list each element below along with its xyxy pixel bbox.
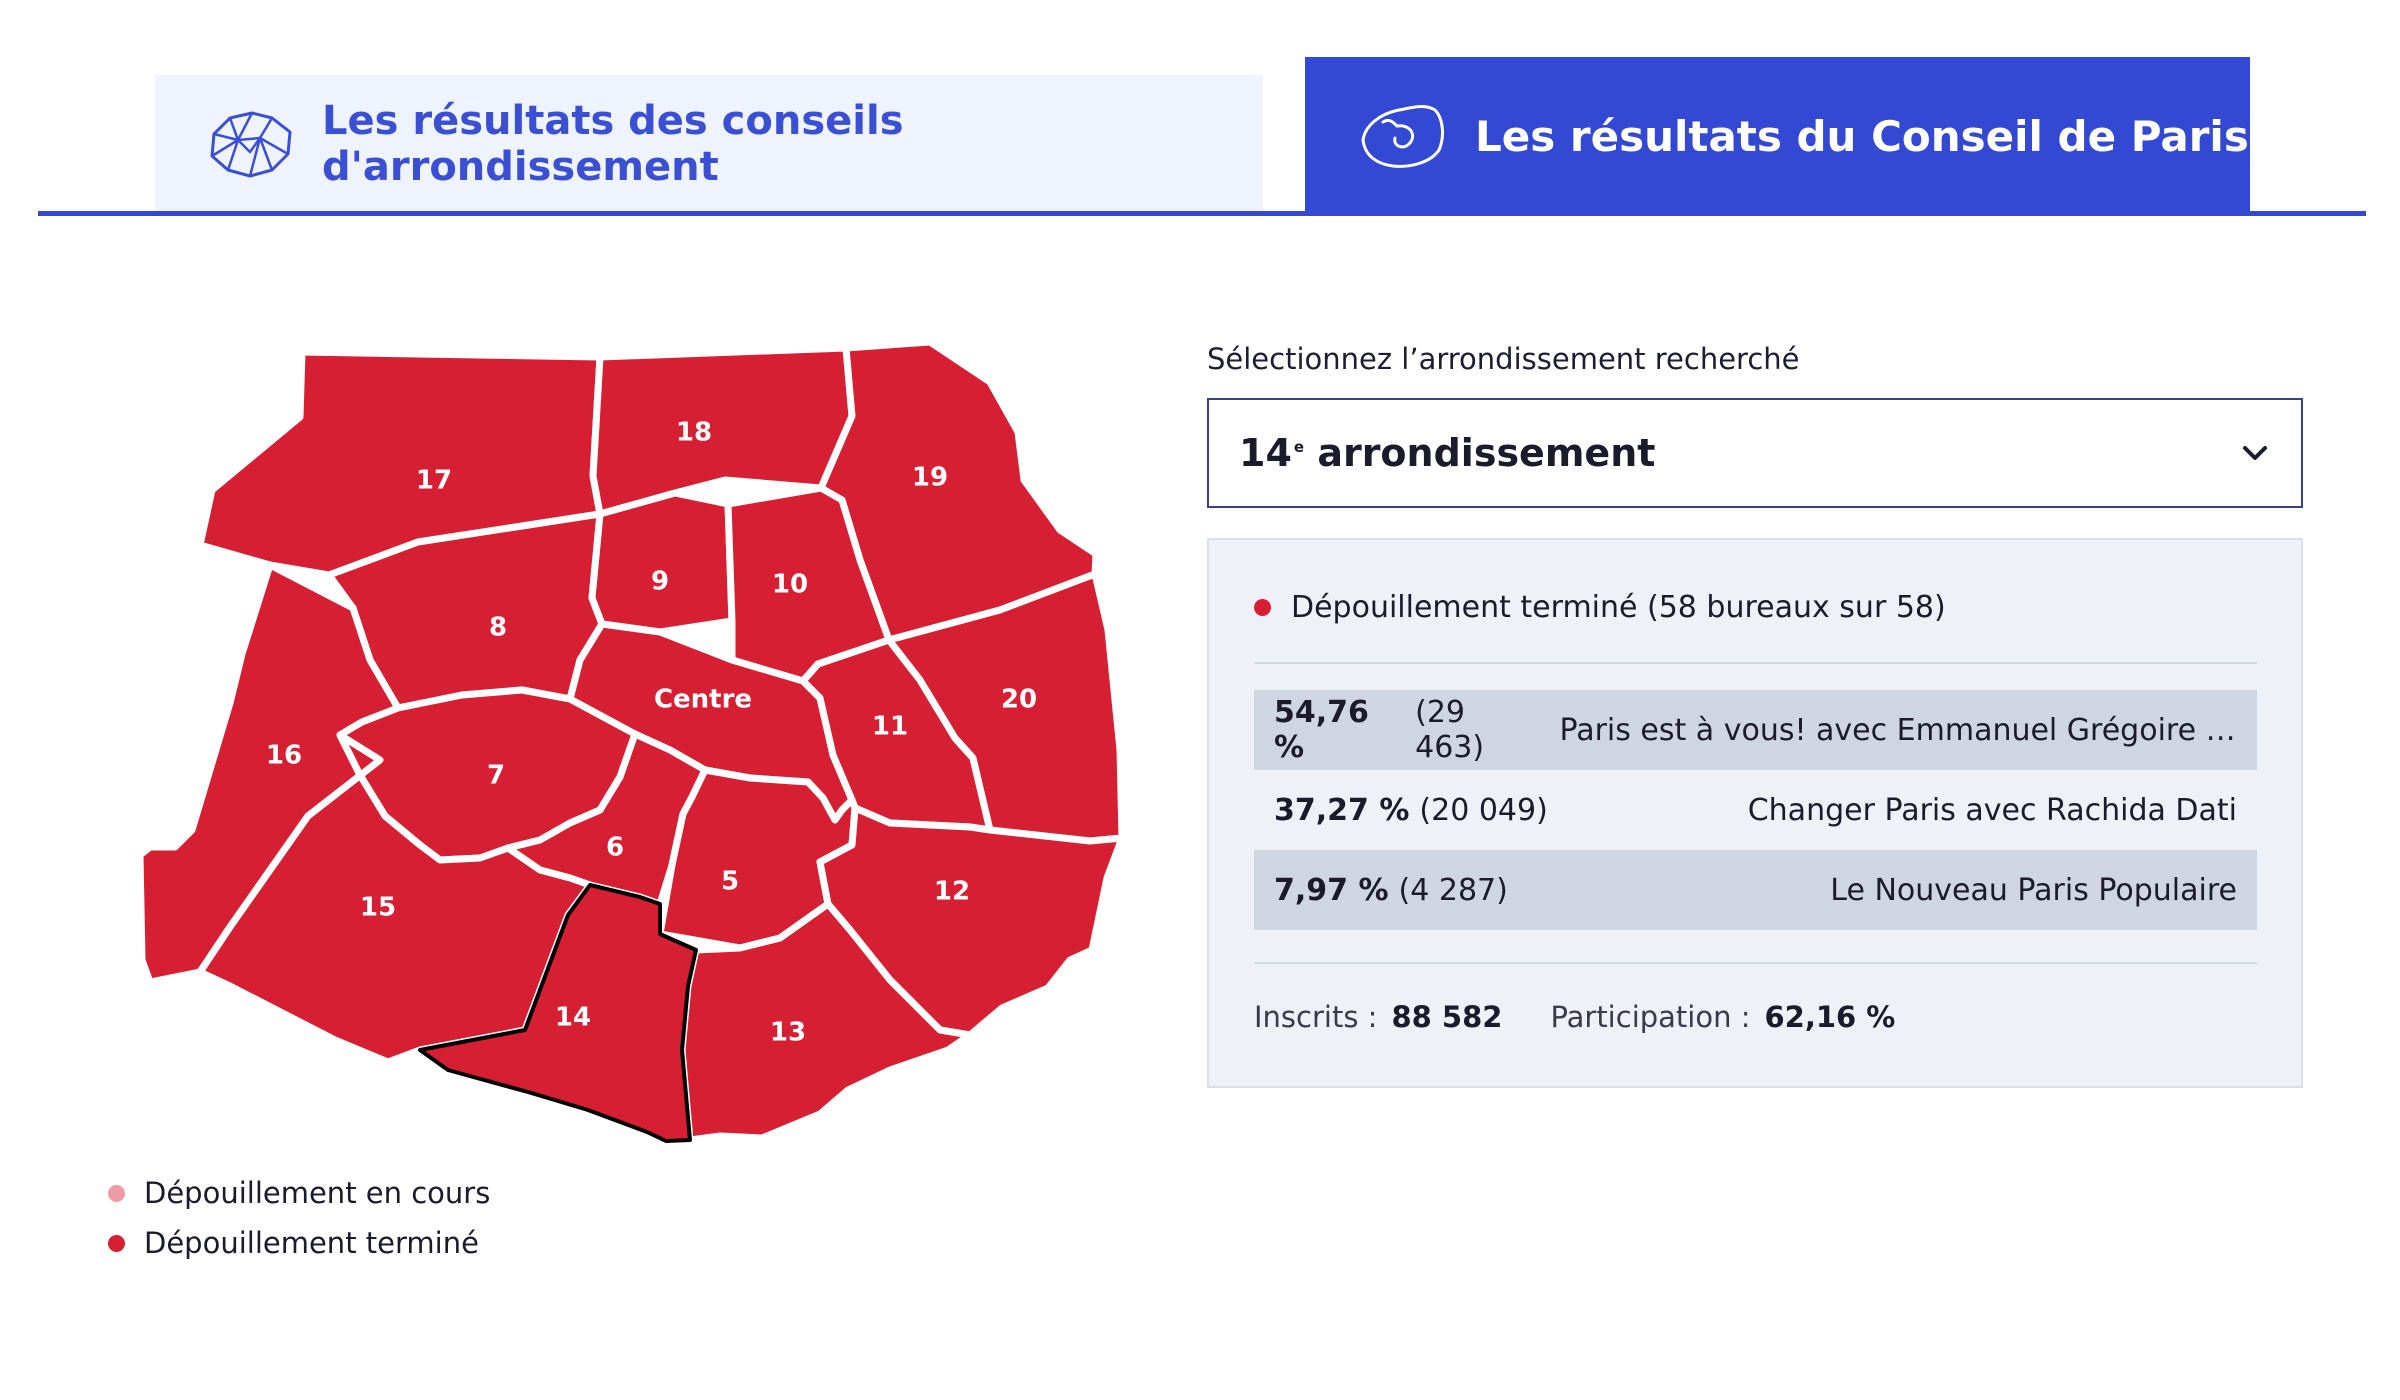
arrondissement-14[interactable] — [418, 883, 698, 1143]
arrondissement-select[interactable]: 14 e arrondissement — [1207, 398, 2303, 508]
count-status: Dépouillement terminé (58 bureaux sur 58… — [1254, 590, 1946, 625]
status-dot-icon — [108, 1184, 125, 1202]
result-percentage: 37,27 % — [1274, 792, 1410, 828]
arrondissement-map: 17 18 19 8 9 10 Centre 11 20 16 7 6 5 15… — [136, 338, 1126, 1144]
result-votes: (4 287) — [1398, 872, 1508, 908]
registered-value: 88 582 — [1391, 1000, 1503, 1034]
legend-label: Dépouillement terminé — [144, 1226, 479, 1260]
district-map-icon — [210, 111, 292, 177]
legend-item-in-progress: Dépouillement en cours — [108, 1168, 490, 1218]
result-row: 37,27 % (20 049) Changer Paris avec Rach… — [1254, 770, 2257, 850]
tab-district-councils[interactable]: Les résultats des conseils d'arrondissem… — [155, 75, 1263, 212]
registered-label: Inscrits : — [1254, 1000, 1378, 1034]
turnout-label: Participation : — [1550, 1000, 1751, 1034]
tab-underline — [38, 211, 2366, 216]
paris-outline-icon — [1361, 105, 1444, 168]
status-dot-icon — [1254, 599, 1271, 616]
result-list-name: Paris est à vous! avec Emmanuel Grégoire… — [1559, 712, 2237, 748]
result-percentage: 7,97 % — [1274, 872, 1389, 908]
legend-label: Dépouillement en cours — [144, 1176, 491, 1210]
turnout-value: 62,16 % — [1764, 1000, 1896, 1034]
turnout-stats: Inscrits : 88 582 Participation : 62,16 … — [1254, 1000, 1943, 1034]
result-row: 54,76 % (29 463) Paris est à vous! avec … — [1254, 690, 2257, 770]
divider — [1254, 962, 2257, 964]
tab-label: Les résultats des conseils d'arrondissem… — [322, 97, 904, 190]
results-panel: Dépouillement terminé (58 bureaux sur 58… — [1207, 538, 2303, 1088]
result-row: 7,97 % (4 287) Le Nouveau Paris Populair… — [1254, 850, 2257, 930]
result-votes: (29 463) — [1415, 695, 1485, 765]
legend-item-completed: Dépouillement terminé — [108, 1218, 490, 1268]
selected-arrondissement: 14 e arrondissement — [1239, 431, 1656, 475]
tab-label: Les résultats du Conseil de Paris — [1475, 111, 2249, 161]
result-percentage: 54,76 % — [1274, 695, 1369, 765]
result-list-name: Changer Paris avec Rachida Dati — [1747, 792, 2237, 828]
tab-paris-council[interactable]: Les résultats du Conseil de Paris — [1305, 57, 2250, 215]
arrondissement-9[interactable] — [588, 489, 736, 636]
chevron-down-icon — [2243, 446, 2267, 460]
map-legend: Dépouillement en cours Dépouillement ter… — [108, 1168, 490, 1268]
divider — [1254, 662, 2257, 664]
result-votes: (20 049) — [1419, 792, 1548, 828]
status-dot-icon — [108, 1234, 125, 1252]
arrondissement-select-label: Sélectionnez l’arrondissement recherché — [1207, 342, 1800, 376]
status-text: Dépouillement terminé (58 bureaux sur 58… — [1291, 590, 1946, 625]
result-list-name: Le Nouveau Paris Populaire — [1830, 872, 2237, 908]
